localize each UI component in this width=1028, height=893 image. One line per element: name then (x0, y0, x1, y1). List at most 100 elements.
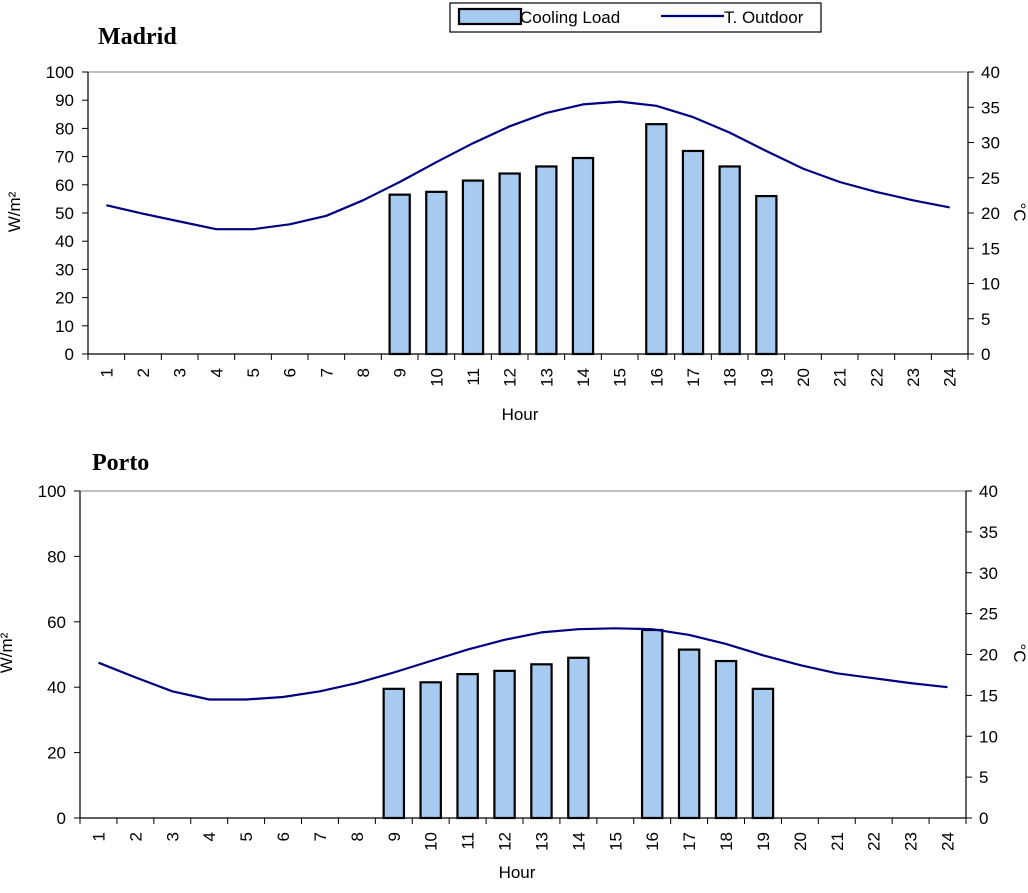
x-tick-label: 20 (791, 832, 810, 851)
x-tick-label: 1 (89, 832, 108, 841)
x-tick-label: 23 (904, 368, 923, 387)
x-tick-label: 24 (939, 832, 958, 851)
x-tick-label: 3 (171, 368, 190, 377)
x-tick-label: 7 (317, 368, 336, 377)
bar-cooling-load-hour-10 (425, 190, 448, 356)
x-tick-label: 9 (385, 832, 404, 841)
x-tick-label: 21 (828, 832, 847, 851)
y-tick-label-left: 50 (55, 204, 74, 223)
y-axis-label-left: W/m² (5, 191, 24, 232)
x-tick-label: 14 (569, 832, 588, 851)
bar-cooling-load-hour-12 (498, 172, 521, 356)
x-tick-label: 11 (464, 368, 483, 386)
bar-cooling-load-hour-18 (718, 165, 741, 356)
y-tick-label-left: 20 (55, 289, 74, 308)
x-tick-label: 18 (721, 368, 740, 387)
bar-cooling-load-hour-19 (755, 194, 778, 356)
y-tick-label-left: 70 (55, 148, 74, 167)
x-tick-label: 12 (501, 368, 520, 387)
y-tick-label-right: 15 (981, 239, 1000, 258)
x-axis-label: Hour (502, 405, 539, 424)
x-tick-label: 23 (902, 832, 921, 851)
y-tick-label-right: 25 (981, 169, 1000, 188)
bar-cooling-load-hour-18 (714, 659, 738, 820)
y-tick-label-left: 30 (55, 260, 74, 279)
bar-cooling-load-hour-10 (419, 681, 442, 820)
y-tick-label-left: 100 (38, 482, 66, 501)
bar-cooling-load-hour-11 (456, 673, 479, 820)
x-tick-label: 6 (281, 368, 300, 377)
x-tick-label: 14 (574, 368, 593, 387)
y-tick-label-left: 80 (55, 119, 74, 138)
x-tick-label: 22 (865, 832, 884, 851)
x-tick-label: 8 (348, 832, 367, 841)
y-tick-label-left: 40 (47, 678, 66, 697)
x-tick-label: 11 (459, 832, 478, 850)
x-tick-label: 13 (532, 832, 551, 851)
y-tick-label-right: 40 (979, 482, 998, 501)
y-tick-label-right: 30 (979, 564, 998, 583)
x-tick-label: 21 (831, 368, 850, 387)
bar-cooling-load-hour-14 (567, 656, 590, 820)
x-tick-label: 2 (134, 368, 153, 377)
x-tick-label: 20 (794, 368, 813, 387)
line-t-outdoor (98, 627, 948, 701)
y-tick-label-left: 20 (47, 744, 66, 763)
x-tick-label: 9 (391, 368, 410, 377)
chart-title: Porto (92, 450, 149, 476)
y-axis-label-right: °C (1010, 202, 1028, 221)
y-tick-label-left: 100 (46, 63, 74, 82)
x-tick-label: 8 (354, 368, 373, 377)
x-tick-label: 22 (867, 368, 886, 387)
y-tick-label-right: 15 (979, 686, 998, 705)
x-tick-label: 4 (200, 832, 219, 841)
bar-cooling-load-hour-16 (640, 628, 664, 820)
y-tick-label-left: 80 (47, 547, 66, 566)
chart-porto: Porto W/m² °C Hour 020406080100051015202… (0, 450, 1028, 882)
y-tick-label-left: 0 (65, 345, 74, 364)
y-tick-label-right: 10 (979, 727, 998, 746)
x-tick-label: 19 (754, 832, 773, 851)
bar-cooling-load-hour-17 (677, 648, 701, 820)
x-tick-label: 24 (941, 368, 960, 387)
y-tick-label-right: 20 (979, 646, 998, 665)
chart-title: Madrid (98, 24, 177, 50)
bar-cooling-load-hour-11 (461, 179, 485, 356)
x-axis-label: Hour (499, 863, 536, 882)
x-tick-label: 2 (126, 832, 145, 841)
x-tick-label: 5 (237, 832, 256, 841)
y-tick-label-right: 25 (979, 605, 998, 624)
bar-cooling-load-hour-19 (751, 687, 775, 820)
bar-cooling-load-hour-12 (493, 669, 516, 820)
y-tick-label-right: 0 (979, 809, 988, 828)
x-tick-label: 5 (244, 368, 263, 377)
y-tick-label-right: 35 (981, 98, 1000, 117)
y-tick-label-right: 0 (981, 345, 990, 364)
y-tick-label-right: 10 (981, 275, 1000, 294)
y-tick-label-left: 10 (55, 317, 74, 336)
y-axis-label-left: W/m² (0, 632, 16, 673)
bar-cooling-load-hour-9 (388, 193, 411, 356)
x-tick-label: 3 (163, 832, 182, 841)
x-tick-label: 16 (647, 368, 666, 387)
y-tick-label-right: 40 (981, 63, 1000, 82)
bar-cooling-load-hour-13 (530, 663, 553, 820)
y-tick-label-right: 30 (981, 134, 1000, 153)
y-tick-label-left: 0 (57, 809, 66, 828)
x-tick-label: 6 (274, 832, 293, 841)
x-tick-label: 10 (427, 368, 446, 387)
x-tick-label: 15 (611, 368, 630, 387)
y-tick-label-left: 40 (55, 232, 74, 251)
line-t-outdoor (106, 100, 950, 231)
x-tick-label: 16 (643, 832, 662, 851)
x-tick-label: 17 (684, 368, 703, 387)
legend-swatch-cooling-load (457, 7, 523, 26)
y-tick-label-left: 60 (55, 176, 74, 195)
x-tick-label: 17 (680, 832, 699, 851)
legend-label-t-outdoor: T. Outdoor (724, 8, 804, 27)
y-tick-label-right: 20 (981, 204, 1000, 223)
x-tick-label: 19 (757, 368, 776, 387)
legend: Cooling Load T. Outdoor (449, 2, 822, 33)
